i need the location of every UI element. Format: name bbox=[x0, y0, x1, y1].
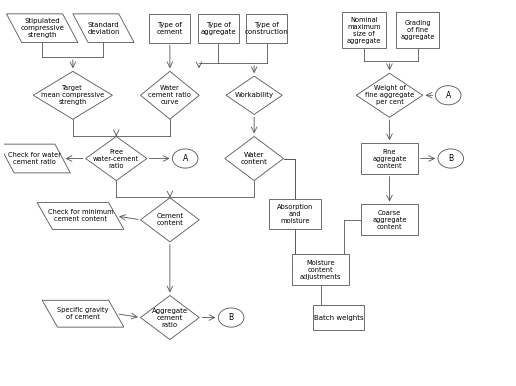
Text: Fine
aggregate
content: Fine aggregate content bbox=[372, 149, 407, 169]
Bar bbox=[361, 143, 417, 174]
Text: Check for water
cement ratio: Check for water cement ratio bbox=[8, 152, 61, 165]
Text: Batch weights: Batch weights bbox=[314, 315, 363, 320]
Text: Water
content: Water content bbox=[240, 152, 268, 165]
Text: Free
water-cement
ratio: Free water-cement ratio bbox=[93, 149, 139, 169]
Text: Nominal
maximum
size of
aggregate: Nominal maximum size of aggregate bbox=[347, 17, 381, 44]
Text: Type of
construction: Type of construction bbox=[245, 22, 289, 35]
Bar bbox=[342, 12, 385, 48]
Bar bbox=[150, 14, 190, 42]
Bar bbox=[361, 205, 417, 235]
Polygon shape bbox=[6, 14, 78, 42]
Polygon shape bbox=[226, 76, 282, 114]
Polygon shape bbox=[225, 137, 283, 181]
Bar bbox=[198, 14, 239, 42]
Circle shape bbox=[438, 149, 463, 168]
Bar bbox=[247, 14, 287, 42]
Polygon shape bbox=[0, 144, 70, 173]
Text: Weight of
fine aggregate
per cent: Weight of fine aggregate per cent bbox=[365, 85, 414, 105]
Circle shape bbox=[436, 86, 461, 105]
Text: Coarse
aggregate
content: Coarse aggregate content bbox=[372, 210, 407, 230]
Text: Stipulated
compressive
strength: Stipulated compressive strength bbox=[20, 18, 64, 38]
Text: Moisture
content
adjustments: Moisture content adjustments bbox=[300, 260, 341, 279]
Text: Absorption
and
moisture: Absorption and moisture bbox=[277, 204, 313, 224]
Polygon shape bbox=[140, 198, 199, 242]
Polygon shape bbox=[140, 296, 199, 340]
Text: Aggregate
cement
ratio: Aggregate cement ratio bbox=[152, 308, 188, 328]
Polygon shape bbox=[356, 73, 423, 117]
Text: Standard
deviation: Standard deviation bbox=[87, 22, 120, 35]
Polygon shape bbox=[86, 137, 147, 181]
Text: Type of
aggregate: Type of aggregate bbox=[201, 22, 236, 35]
Text: Check for minimum
cement content: Check for minimum cement content bbox=[47, 210, 114, 222]
Polygon shape bbox=[73, 14, 134, 42]
Bar bbox=[396, 12, 439, 48]
Polygon shape bbox=[33, 71, 112, 119]
Bar bbox=[293, 254, 349, 285]
Polygon shape bbox=[42, 300, 124, 327]
Circle shape bbox=[218, 308, 244, 327]
Polygon shape bbox=[140, 71, 199, 119]
Circle shape bbox=[172, 149, 198, 168]
Text: Grading
of fine
aggregate: Grading of fine aggregate bbox=[400, 20, 435, 40]
Bar bbox=[269, 199, 320, 229]
Polygon shape bbox=[37, 203, 124, 229]
Bar bbox=[313, 305, 364, 330]
Text: B: B bbox=[448, 154, 454, 163]
Text: Type of
cement: Type of cement bbox=[157, 22, 183, 35]
Text: Cement
content: Cement content bbox=[156, 213, 184, 226]
Text: Water
cement ratio
curve: Water cement ratio curve bbox=[149, 85, 191, 105]
Text: Specific gravity
of cement: Specific gravity of cement bbox=[57, 307, 109, 320]
Text: A: A bbox=[446, 91, 451, 100]
Text: A: A bbox=[183, 154, 188, 163]
Text: B: B bbox=[229, 313, 234, 322]
Text: Workability: Workability bbox=[235, 92, 273, 98]
Text: Target
mean compressive
strength: Target mean compressive strength bbox=[41, 85, 104, 105]
